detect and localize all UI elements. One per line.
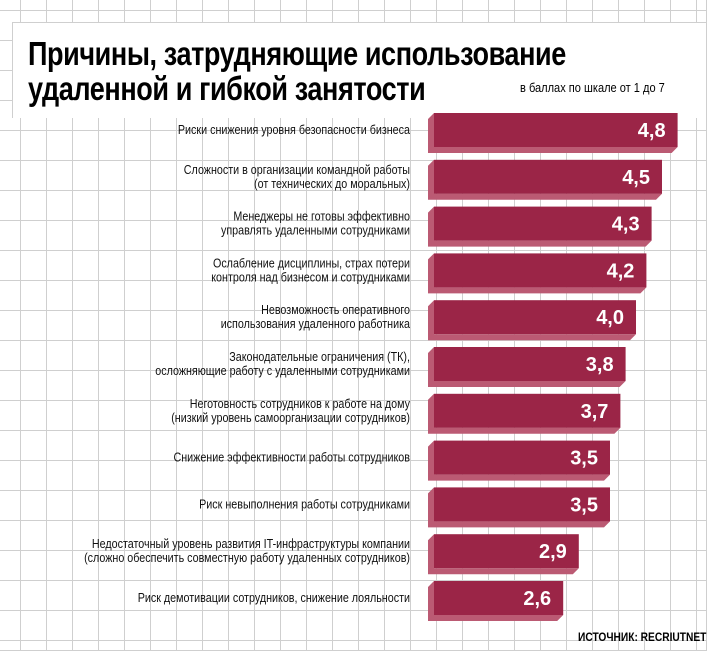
category-label: (от технических до моральных) [254, 177, 410, 191]
category-label: Снижение эффективности работы сотруднико… [173, 451, 410, 465]
value-label: 3,5 [570, 494, 598, 516]
value-label: 4,3 [612, 214, 640, 236]
value-label: 2,6 [523, 588, 551, 610]
value-label: 4,5 [622, 167, 650, 189]
bar [434, 440, 610, 475]
category-label: Менеджеры не готовы эффективно [233, 210, 410, 224]
bar-shadow [428, 440, 610, 481]
category-label: Недостаточный уровень развития IT-инфрас… [92, 537, 410, 551]
bar-shadow [428, 159, 662, 200]
category-label: Риски снижения уровня безопасности бизне… [178, 123, 411, 137]
category-label: контроля над бизнесом и сотрудниками [211, 271, 410, 285]
category-label: Риск демотивации сотрудников, снижение л… [138, 591, 410, 605]
value-label: 3,7 [581, 401, 609, 423]
value-label: 4,0 [596, 307, 624, 329]
bar-shadow [428, 206, 652, 247]
category-label: Риск невыполнения работы сотрудниками [199, 498, 410, 512]
bar-shadow [428, 487, 610, 528]
category-label: (низкий уровень самоорганизации сотрудни… [171, 411, 410, 425]
chart-title: Причины, затрудняющие использование удал… [28, 35, 566, 107]
category-label: управлять удаленными сотрудниками [221, 224, 410, 238]
bar [434, 300, 636, 335]
category-label: Неготовность сотрудников к работе на дом… [190, 397, 410, 411]
value-label: 3,8 [586, 354, 614, 376]
category-label: осложняющие работу с удаленными сотрудни… [155, 364, 410, 378]
category-label: использования удаленного работника [221, 317, 411, 331]
value-label: 4,8 [638, 120, 666, 142]
bar-shadow [428, 347, 626, 387]
bar [434, 534, 579, 569]
bar [434, 159, 662, 194]
title-panel [12, 22, 707, 118]
category-label: Невозможность оперативного [261, 303, 410, 317]
category-label: Ослабление дисциплины, страх потери [213, 257, 410, 271]
bar-shadow [428, 253, 647, 294]
bar [434, 581, 564, 615]
chart-subtitle: в баллах по шкале от 1 до 7 [520, 80, 665, 95]
bar-shadow [428, 581, 564, 621]
bar [434, 113, 678, 147]
value-label: 2,9 [539, 541, 567, 563]
bar [434, 347, 626, 381]
category-label: (сложно обеспечить совместную работу уда… [84, 551, 410, 565]
bar-shadow [428, 113, 678, 153]
bar-shadow [428, 300, 636, 341]
bar [434, 253, 647, 288]
value-label: 4,2 [607, 260, 635, 282]
bar [434, 206, 652, 241]
bar [434, 487, 610, 522]
value-label: 3,5 [570, 448, 598, 470]
source-note: ИСТОЧНИК: RECRIUTNET [578, 630, 707, 644]
category-label: Законодательные ограничения (ТК), [229, 350, 410, 364]
bar [434, 393, 621, 428]
bar-shadow [428, 534, 579, 575]
bar-shadow [428, 393, 621, 434]
category-label: Сложности в организации командной работы [184, 163, 410, 177]
